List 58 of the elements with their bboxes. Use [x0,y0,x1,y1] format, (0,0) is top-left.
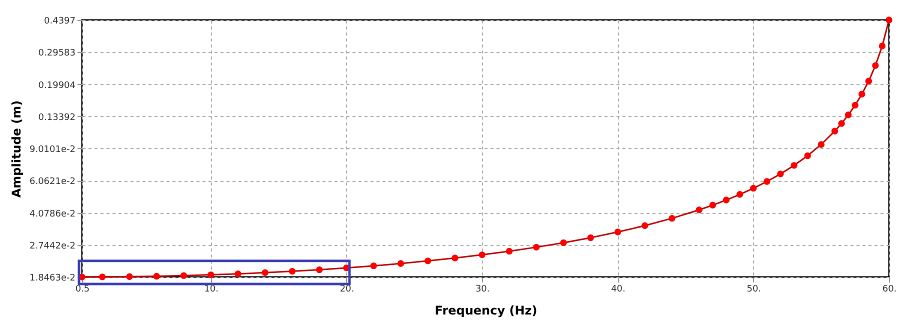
point [180,272,188,279]
point [878,42,886,50]
point [804,152,811,160]
y-tick-label: 0.19904 [38,80,76,91]
y-tick-label: 0.29583 [38,48,76,59]
point [642,222,648,229]
point [831,128,838,134]
point [764,178,770,185]
point [262,269,268,276]
point [207,271,214,278]
x-tick-label: 40. [611,284,626,294]
point [818,141,825,148]
x-tick-label: 60. [882,284,897,294]
point [234,270,242,278]
y-tick-label: 0.4397 [44,16,76,26]
point [709,202,716,209]
x-tick-label: 30. [475,284,490,294]
y-tick-label: 2.7442e-2 [29,241,76,252]
point [397,260,404,267]
x-tick-label: 50. [746,284,762,294]
y-tick-label: 9.0101e-2 [29,145,76,155]
point [506,248,513,255]
point [533,244,540,251]
x-tick-label: 0.5 [75,284,90,294]
point [614,228,622,236]
point [790,162,798,169]
y-tick-label: 1.8463e-2 [29,274,76,284]
y-axis-title: Amplitude (m) [10,100,24,198]
x-tick-label: 20. [340,284,354,294]
y-tick-label: 6.0621e-2 [29,177,76,188]
point [316,266,323,274]
point [777,170,784,178]
point [736,191,744,198]
point [722,196,730,204]
point [153,272,160,280]
point [872,62,879,69]
point [478,251,486,258]
point [126,273,133,280]
point [696,206,702,214]
point [865,78,872,84]
point [838,120,845,127]
point [844,112,852,118]
y-tick-label: 4.0786e-2 [29,209,76,220]
x-tick-label: 10. [204,284,219,294]
point [560,239,567,246]
point [424,258,432,264]
point [370,262,377,270]
point [858,90,866,98]
point [886,16,892,24]
point [587,234,594,242]
point [288,268,296,275]
point [852,102,858,109]
point [668,214,676,222]
x-axis-title: Frequency (Hz) [434,304,538,318]
point [98,274,106,280]
point [750,184,757,192]
point [452,254,458,262]
y-tick-label: 0.13392 [38,112,76,123]
